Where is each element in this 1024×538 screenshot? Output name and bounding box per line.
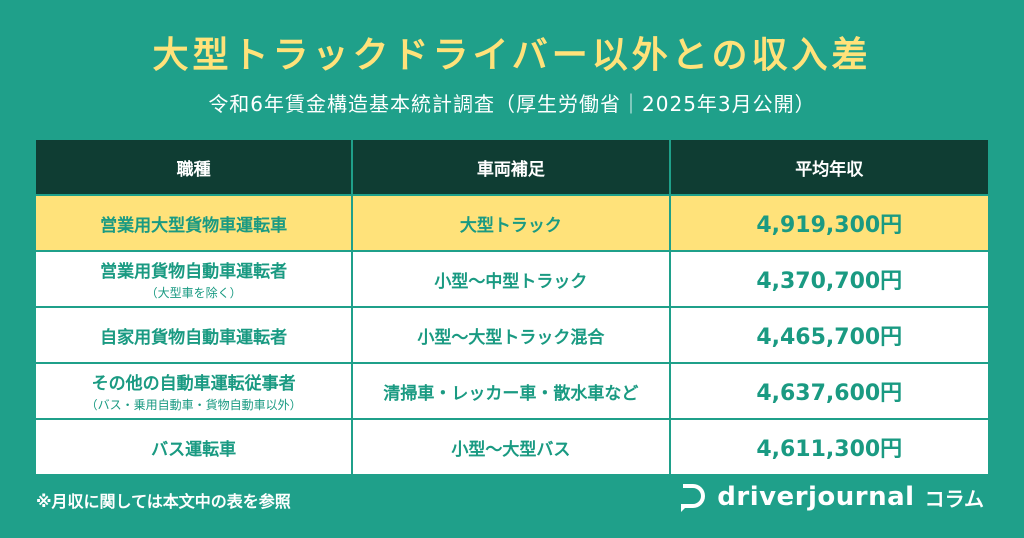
salary-cell: 4,370,700円 xyxy=(668,250,990,308)
brand-name: driverjournal xyxy=(717,482,915,512)
table-row: 自家用貨物自動車運転者 小型〜大型トラック混合 4,465,700円 xyxy=(33,306,990,364)
table-row: バス運転車 小型〜大型バス 4,611,300円 xyxy=(33,418,990,476)
salary-cell: 4,465,700円 xyxy=(668,306,990,364)
vehicle-cell: 大型トラック xyxy=(351,194,671,252)
header-vehicle: 車両補足 xyxy=(351,138,671,196)
table-header-row: 職種 車両補足 平均年収 xyxy=(33,138,990,196)
job-label: その他の自動車運転従事者 xyxy=(91,374,296,394)
salary-cell: 4,919,300円 xyxy=(668,194,990,252)
job-label: 営業用大型貨物車運転車 xyxy=(100,215,288,236)
brand-suffix: コラム xyxy=(924,486,984,511)
page-subtitle: 令和6年賃金構造基本統計調査（厚生労働省｜2025年3月公開） xyxy=(208,92,816,116)
table-row: 営業用大型貨物車運転車 大型トラック 4,919,300円 xyxy=(33,194,990,252)
job-cell: その他の自動車運転従事者 （バス・乗用自動車・貨物自動車以外） xyxy=(33,362,354,420)
job-label: 自家用貨物自動車運転者 xyxy=(100,327,288,348)
footnote: ※月収に関しては本文中の表を参照 xyxy=(36,492,291,511)
header-salary: 平均年収 xyxy=(668,138,990,196)
job-label: 営業用貨物自動車運転者 xyxy=(100,262,288,282)
salary-cell: 4,611,300円 xyxy=(668,418,990,476)
salary-table: 職種 車両補足 平均年収 営業用大型貨物車運転車 大型トラック 4,919,30… xyxy=(33,138,990,476)
job-cell: 営業用大型貨物車運転車 xyxy=(33,194,354,252)
salary-cell: 4,637,600円 xyxy=(668,362,990,420)
vehicle-cell: 清掃車・レッカー車・散水車など xyxy=(351,362,671,420)
page-title: 大型トラックドライバー以外との収入差 xyxy=(152,35,872,76)
job-cell: 営業用貨物自動車運転者 （大型車を除く） xyxy=(33,250,354,308)
vehicle-cell: 小型〜中型トラック xyxy=(351,250,671,308)
vehicle-cell: 小型〜大型トラック混合 xyxy=(351,306,671,364)
job-label: バス運転車 xyxy=(151,439,237,460)
job-cell: 自家用貨物自動車運転者 xyxy=(33,306,354,364)
driver-journal-logo-icon xyxy=(681,484,706,512)
job-note: （バス・乗用自動車・貨物自動車以外） xyxy=(85,398,302,412)
vehicle-cell: 小型〜大型バス xyxy=(351,418,671,476)
job-cell: バス運転車 xyxy=(33,418,354,476)
job-note: （大型車を除く） xyxy=(145,286,242,300)
table-row: 営業用貨物自動車運転者 （大型車を除く） 小型〜中型トラック 4,370,700… xyxy=(33,250,990,308)
table-row: その他の自動車運転従事者 （バス・乗用自動車・貨物自動車以外） 清掃車・レッカー… xyxy=(33,362,990,420)
brand-logo: driverjournal コラム xyxy=(675,480,984,514)
header-job: 職種 xyxy=(33,138,354,196)
